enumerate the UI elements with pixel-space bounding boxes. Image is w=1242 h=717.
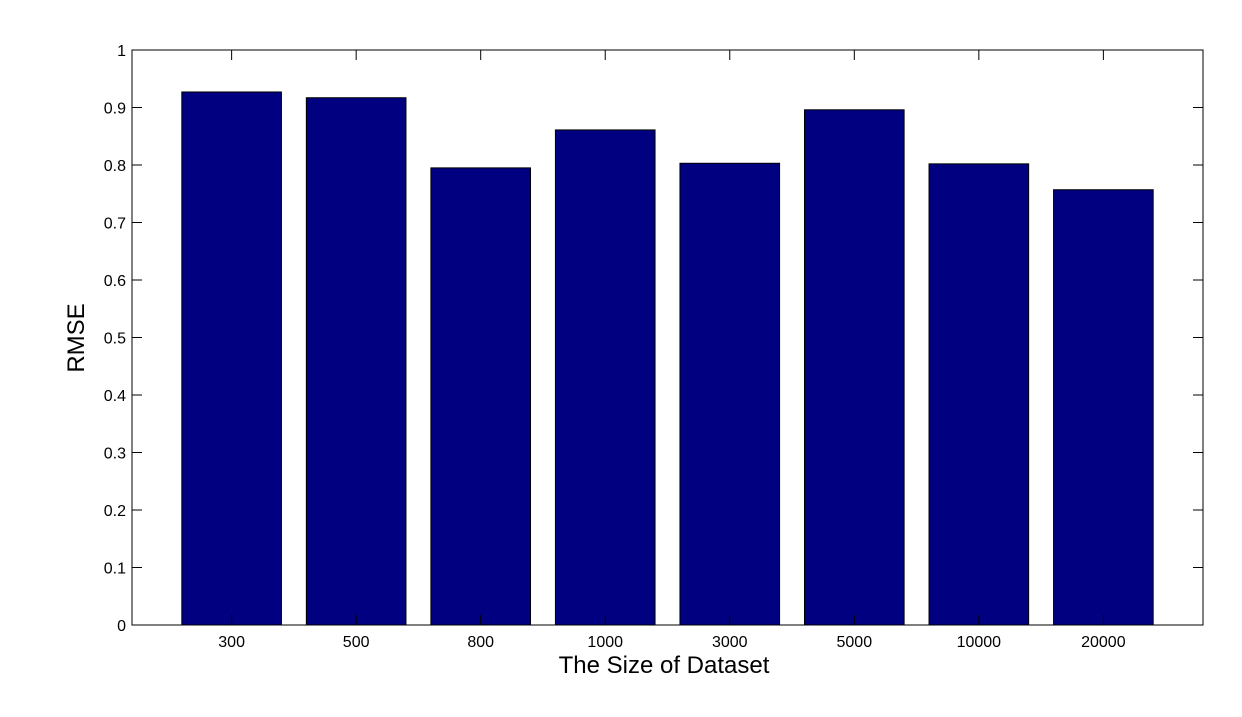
x-tick-label: 20000 xyxy=(1081,634,1126,651)
y-tick-label: 0.6 xyxy=(104,273,126,290)
x-tick-label: 3000 xyxy=(712,634,748,651)
bar-5000 xyxy=(803,109,905,626)
x-tick-label: 800 xyxy=(467,634,494,651)
bar-1000 xyxy=(554,129,656,626)
bar-3000 xyxy=(679,162,781,626)
y-tick-label: 0.5 xyxy=(104,331,126,348)
bar-800 xyxy=(430,167,532,626)
plot-frame xyxy=(131,49,1204,626)
x-tick-label: 10000 xyxy=(957,634,1002,651)
y-tick-label: 0.1 xyxy=(104,561,126,578)
x-axis-ticks: 300 500 800 1000 3000 5000 10000 20000 xyxy=(218,50,1126,651)
y-tick-label: 0.2 xyxy=(104,503,126,520)
y-tick-label: 0.7 xyxy=(104,216,126,233)
y-tick-label: 0.8 xyxy=(104,158,126,175)
x-axis-label: The Size of Dataset xyxy=(559,652,770,679)
y-tick-label: 0.3 xyxy=(104,446,126,463)
x-tick-label: 500 xyxy=(343,634,370,651)
x-tick-label: 300 xyxy=(218,634,245,651)
x-tick-label: 1000 xyxy=(587,634,623,651)
bar-300 xyxy=(181,91,282,626)
y-tick-label: 0.4 xyxy=(104,388,126,405)
y-tick-label: 0.9 xyxy=(104,101,126,118)
y-tick-label: 0 xyxy=(117,618,126,635)
bar-500 xyxy=(305,97,407,626)
y-tick-label: 1 xyxy=(117,43,126,60)
x-tick-label: 5000 xyxy=(837,634,873,651)
bar-10000 xyxy=(928,163,1030,626)
bars-group xyxy=(181,91,1154,626)
y-axis-label: RMSE xyxy=(63,303,90,372)
bar-20000 xyxy=(1053,189,1154,626)
